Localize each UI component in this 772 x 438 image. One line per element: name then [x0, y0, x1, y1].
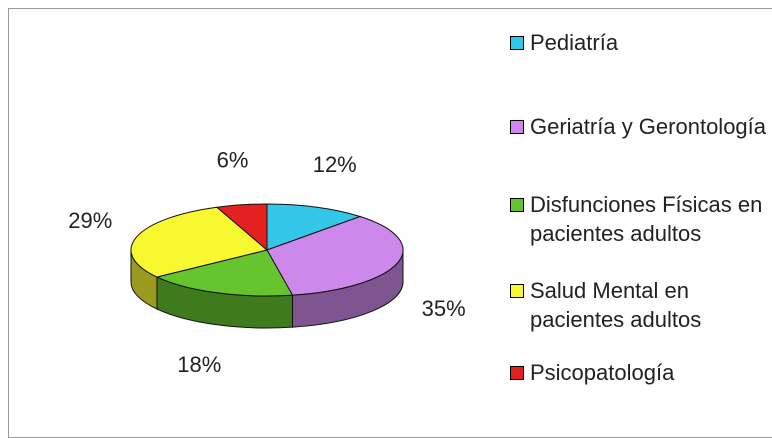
pie-slice — [155, 249, 294, 297]
legend-label: Psicopatología — [530, 360, 675, 385]
data-label: 12% — [313, 152, 357, 177]
pie-slice — [266, 203, 362, 251]
data-label: 18% — [177, 352, 221, 377]
data-label: 29% — [68, 208, 112, 233]
legend-item: Disfunciones Físicas en pacientes adulto… — [508, 190, 772, 248]
legend: Pediatría Geriatría y Gerontología Disfunc… — [508, 28, 772, 408]
data-label: 35% — [422, 296, 466, 321]
legend-swatch — [510, 36, 524, 50]
legend-item: Psicopatología — [508, 358, 772, 387]
legend-label: Disfunciones Físicas en pacientes adulto… — [530, 192, 763, 246]
legend-item: Geriatría y Gerontología — [508, 112, 772, 141]
legend-item: Pediatría — [508, 28, 772, 57]
legend-swatch — [510, 120, 524, 134]
legend-swatch — [510, 284, 524, 298]
chart: 12% 35% 18% 29% 6% — [68, 147, 466, 377]
legend-item: Salud Mental en pacientes adultos — [508, 276, 772, 334]
legend-label: Pediatría — [530, 30, 619, 55]
legend-swatch — [510, 198, 524, 212]
pie-slice — [215, 203, 268, 252]
data-label: 6% — [217, 147, 249, 172]
pie-slice — [266, 215, 404, 296]
legend-label: Salud Mental en pacientes adultos — [530, 278, 702, 332]
legend-label: Geriatría y Gerontología — [530, 114, 767, 139]
pie-slice — [130, 206, 269, 278]
legend-swatch — [510, 366, 524, 380]
